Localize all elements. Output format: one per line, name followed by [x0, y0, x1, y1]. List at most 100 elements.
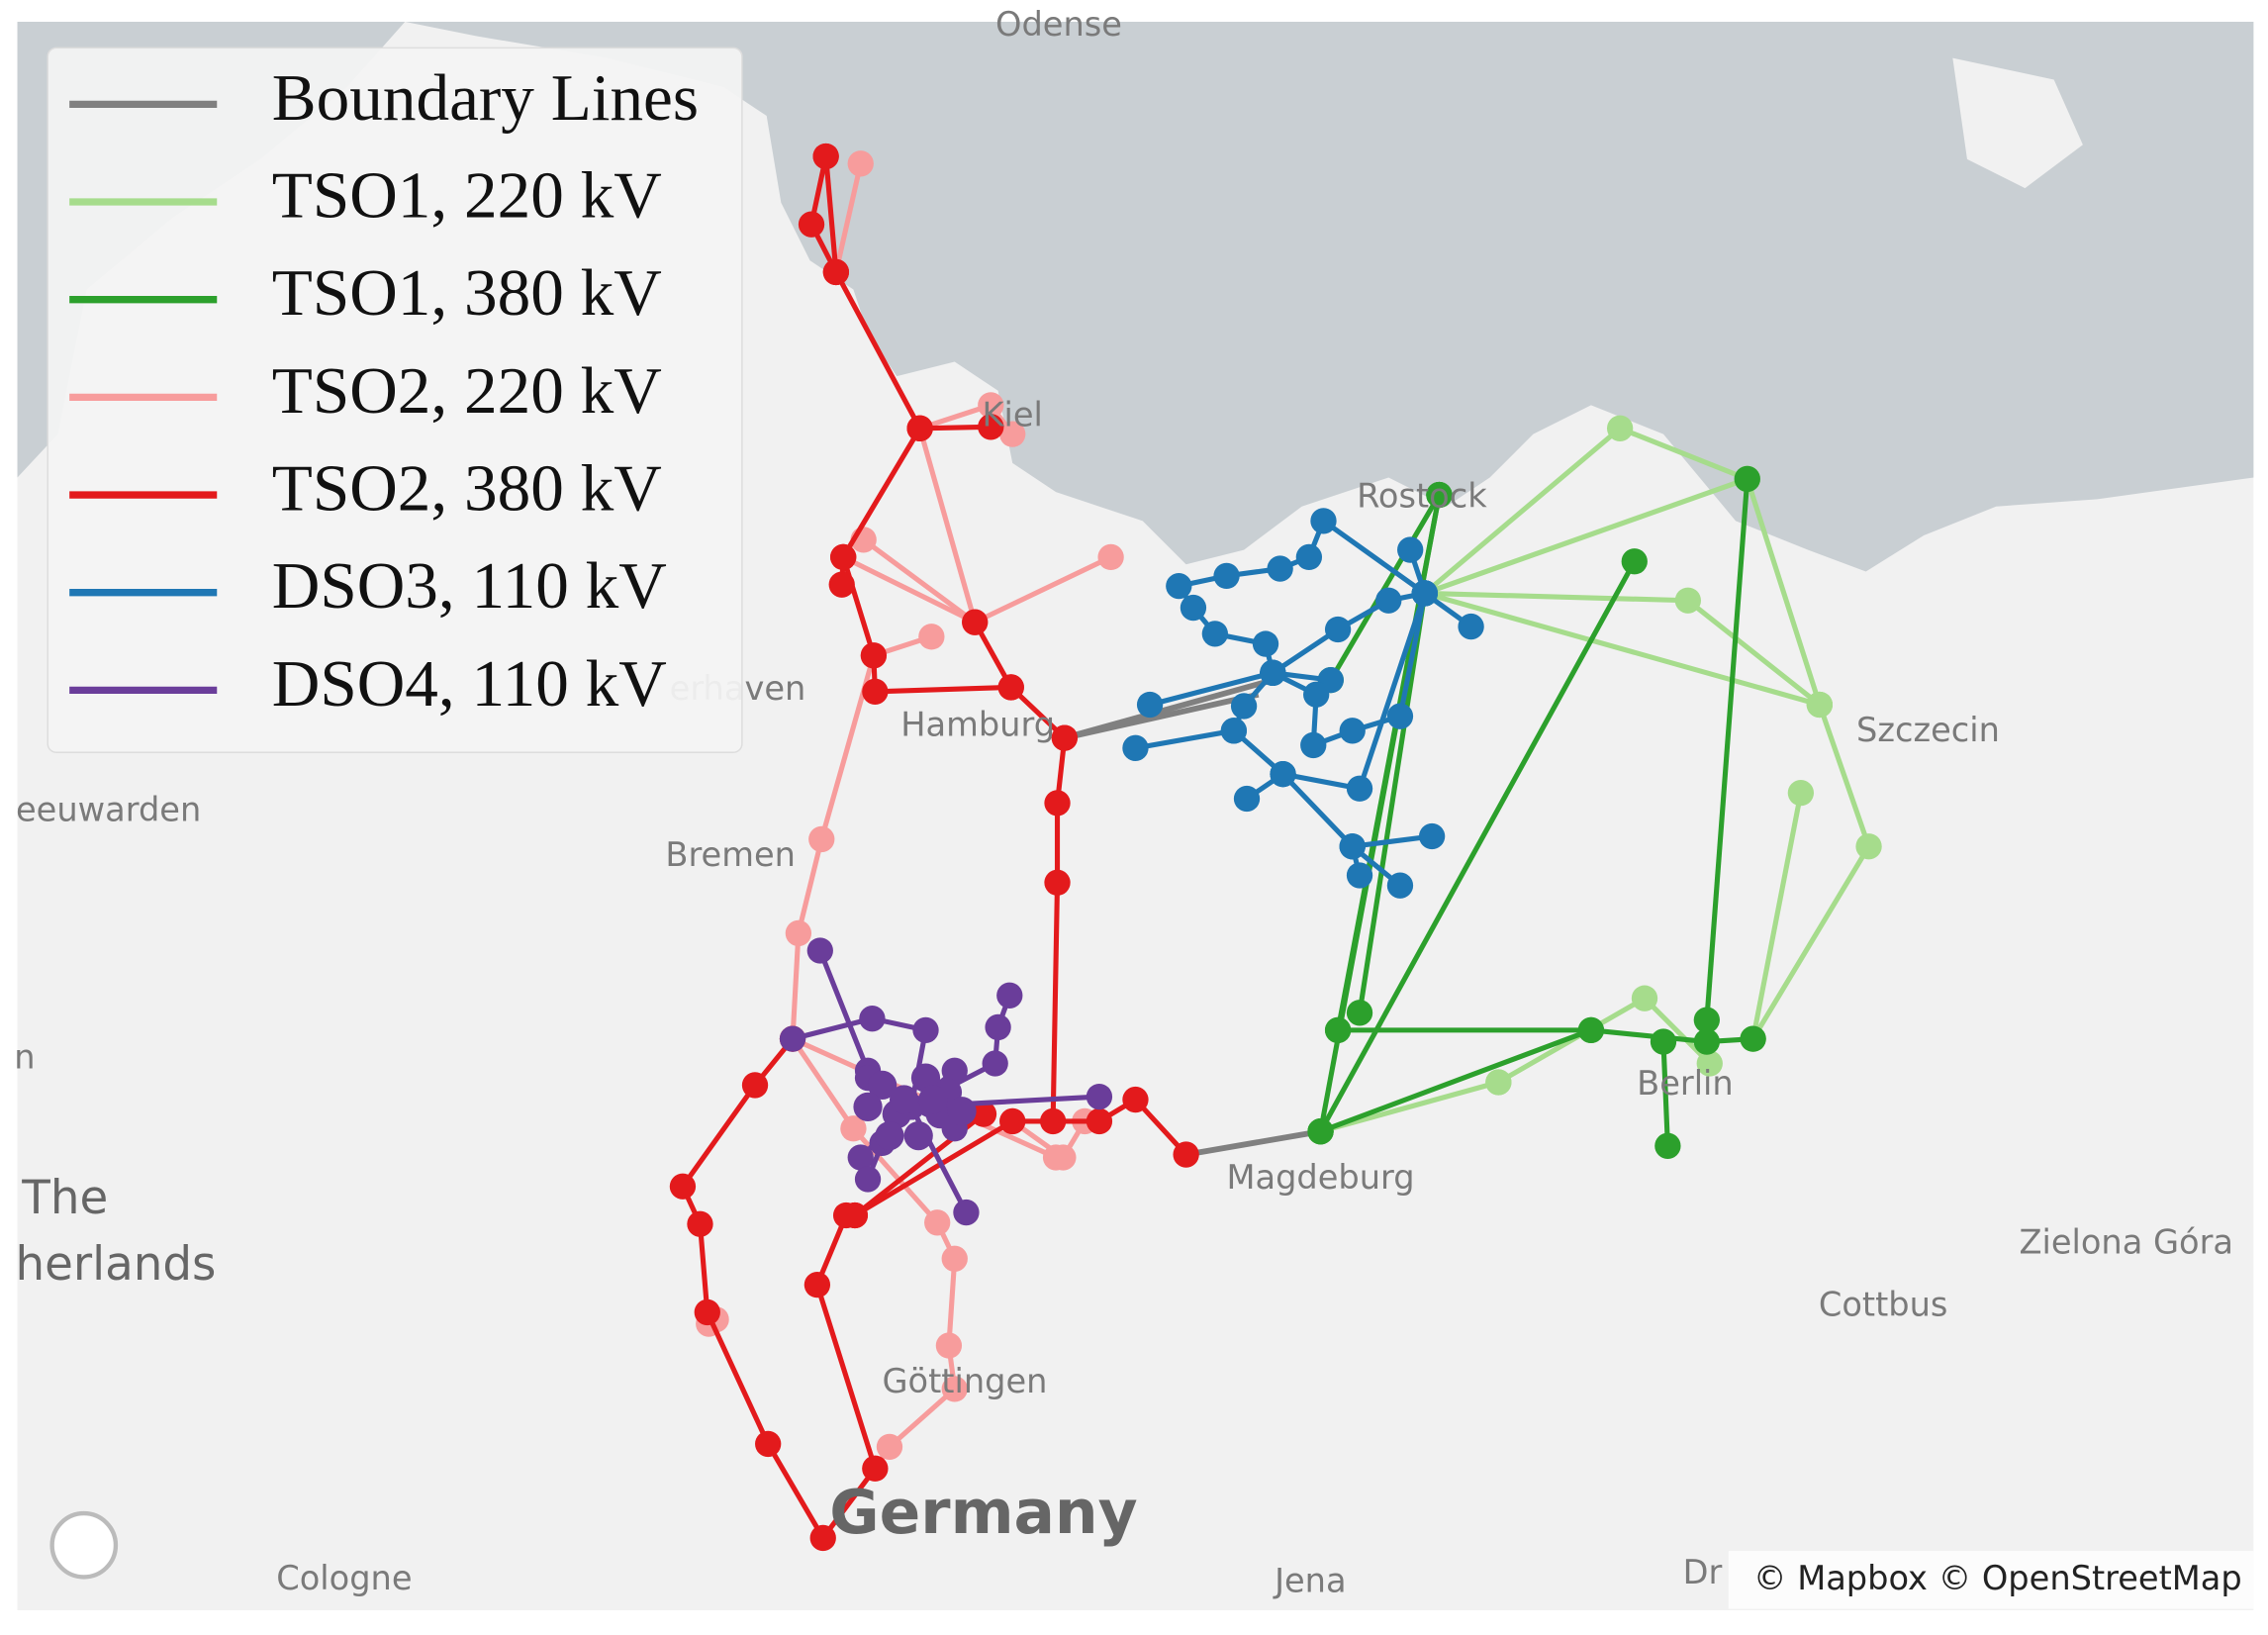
node [1260, 659, 1286, 686]
node [876, 1433, 903, 1461]
node [853, 1092, 883, 1121]
line [1423, 476, 1748, 596]
line [1328, 493, 1442, 682]
mapbox-logo[interactable] [49, 1510, 119, 1580]
node [996, 982, 1023, 1009]
node [1233, 785, 1261, 813]
node [694, 1298, 720, 1326]
node [1386, 703, 1414, 729]
node [918, 624, 945, 650]
map-label: Magdeburg [1226, 1158, 1414, 1197]
node [785, 919, 812, 947]
node [1303, 681, 1330, 708]
node [1411, 580, 1438, 607]
node [1650, 1028, 1677, 1055]
node [978, 392, 1004, 419]
line [1424, 590, 1872, 1040]
legend-label: Boundary Lines [272, 60, 699, 135]
legend-label: TSO2, 220 kV [272, 353, 662, 428]
map-label: Zielona Góra [2019, 1223, 2233, 1262]
node [859, 1006, 886, 1032]
map-label: Szczecin [1856, 711, 2000, 749]
node [798, 211, 825, 238]
map-label: Germany [829, 1478, 1137, 1548]
node [1213, 562, 1240, 590]
map-label: Göttingen [883, 1362, 1048, 1400]
node [862, 1455, 889, 1482]
line [1357, 593, 1428, 1013]
node [808, 825, 835, 853]
node [779, 1025, 806, 1052]
node [906, 415, 933, 441]
node [1696, 1050, 1723, 1077]
node [985, 1013, 1011, 1041]
node [1386, 872, 1414, 899]
line [1149, 670, 1274, 708]
node [847, 150, 874, 177]
node [1252, 630, 1279, 657]
line [823, 155, 839, 273]
node [1051, 724, 1078, 751]
node [889, 1085, 919, 1114]
line [1750, 792, 1804, 1040]
map-label: Hamburg [900, 705, 1055, 743]
node [1307, 1118, 1334, 1145]
node [1267, 555, 1293, 582]
legend-label: TSO1, 220 kV [272, 157, 662, 232]
node [1397, 536, 1424, 563]
node [841, 1202, 869, 1229]
network [669, 143, 1882, 1552]
map-label: n [14, 1038, 35, 1077]
attribution[interactable]: © Mapbox © OpenStreetMap [1753, 1559, 2242, 1597]
node [941, 1376, 968, 1402]
node [1086, 1083, 1113, 1110]
node [868, 1070, 898, 1101]
line [833, 162, 864, 273]
node [1426, 481, 1453, 509]
node [962, 609, 989, 635]
line [1319, 1080, 1500, 1134]
line [1318, 560, 1638, 1133]
node [1300, 731, 1327, 759]
node [1621, 548, 1648, 575]
node [860, 642, 888, 669]
node [1418, 822, 1446, 850]
legend-label: DSO3, 110 kV [272, 548, 667, 623]
legend-entries: Boundary Lines TSO1, 220 kV TSO1, 380 kV TS… [69, 60, 699, 721]
node [875, 1120, 904, 1151]
node [1458, 613, 1484, 640]
map-label: Bremen [665, 835, 796, 874]
line [1050, 737, 1068, 1122]
node [941, 1245, 968, 1272]
node [1122, 1086, 1149, 1113]
map-label: Kiel [983, 396, 1043, 434]
node [1230, 693, 1258, 720]
node [1375, 587, 1402, 614]
line [1175, 517, 1427, 674]
node [862, 678, 889, 705]
node [1136, 691, 1164, 719]
map-label: The [21, 1172, 108, 1225]
node [1122, 734, 1149, 761]
layer [1122, 508, 1484, 899]
node [1044, 869, 1071, 896]
node [1806, 691, 1834, 719]
node [1346, 1000, 1373, 1026]
line [862, 537, 977, 625]
legend [47, 47, 743, 753]
legend-label: TSO1, 380 kV [272, 255, 662, 330]
node [1485, 1069, 1512, 1096]
legend-label: DSO4, 110 kV [272, 646, 667, 721]
node [1339, 718, 1366, 744]
node [999, 1107, 1026, 1135]
node [1674, 587, 1701, 614]
node [1220, 718, 1248, 744]
legend-label: TSO2, 380 kV [272, 450, 662, 525]
island [1952, 57, 2083, 189]
line [679, 1037, 879, 1543]
node [935, 1332, 963, 1359]
node [1086, 1107, 1113, 1135]
node [982, 1050, 1008, 1077]
line [1230, 592, 1428, 802]
